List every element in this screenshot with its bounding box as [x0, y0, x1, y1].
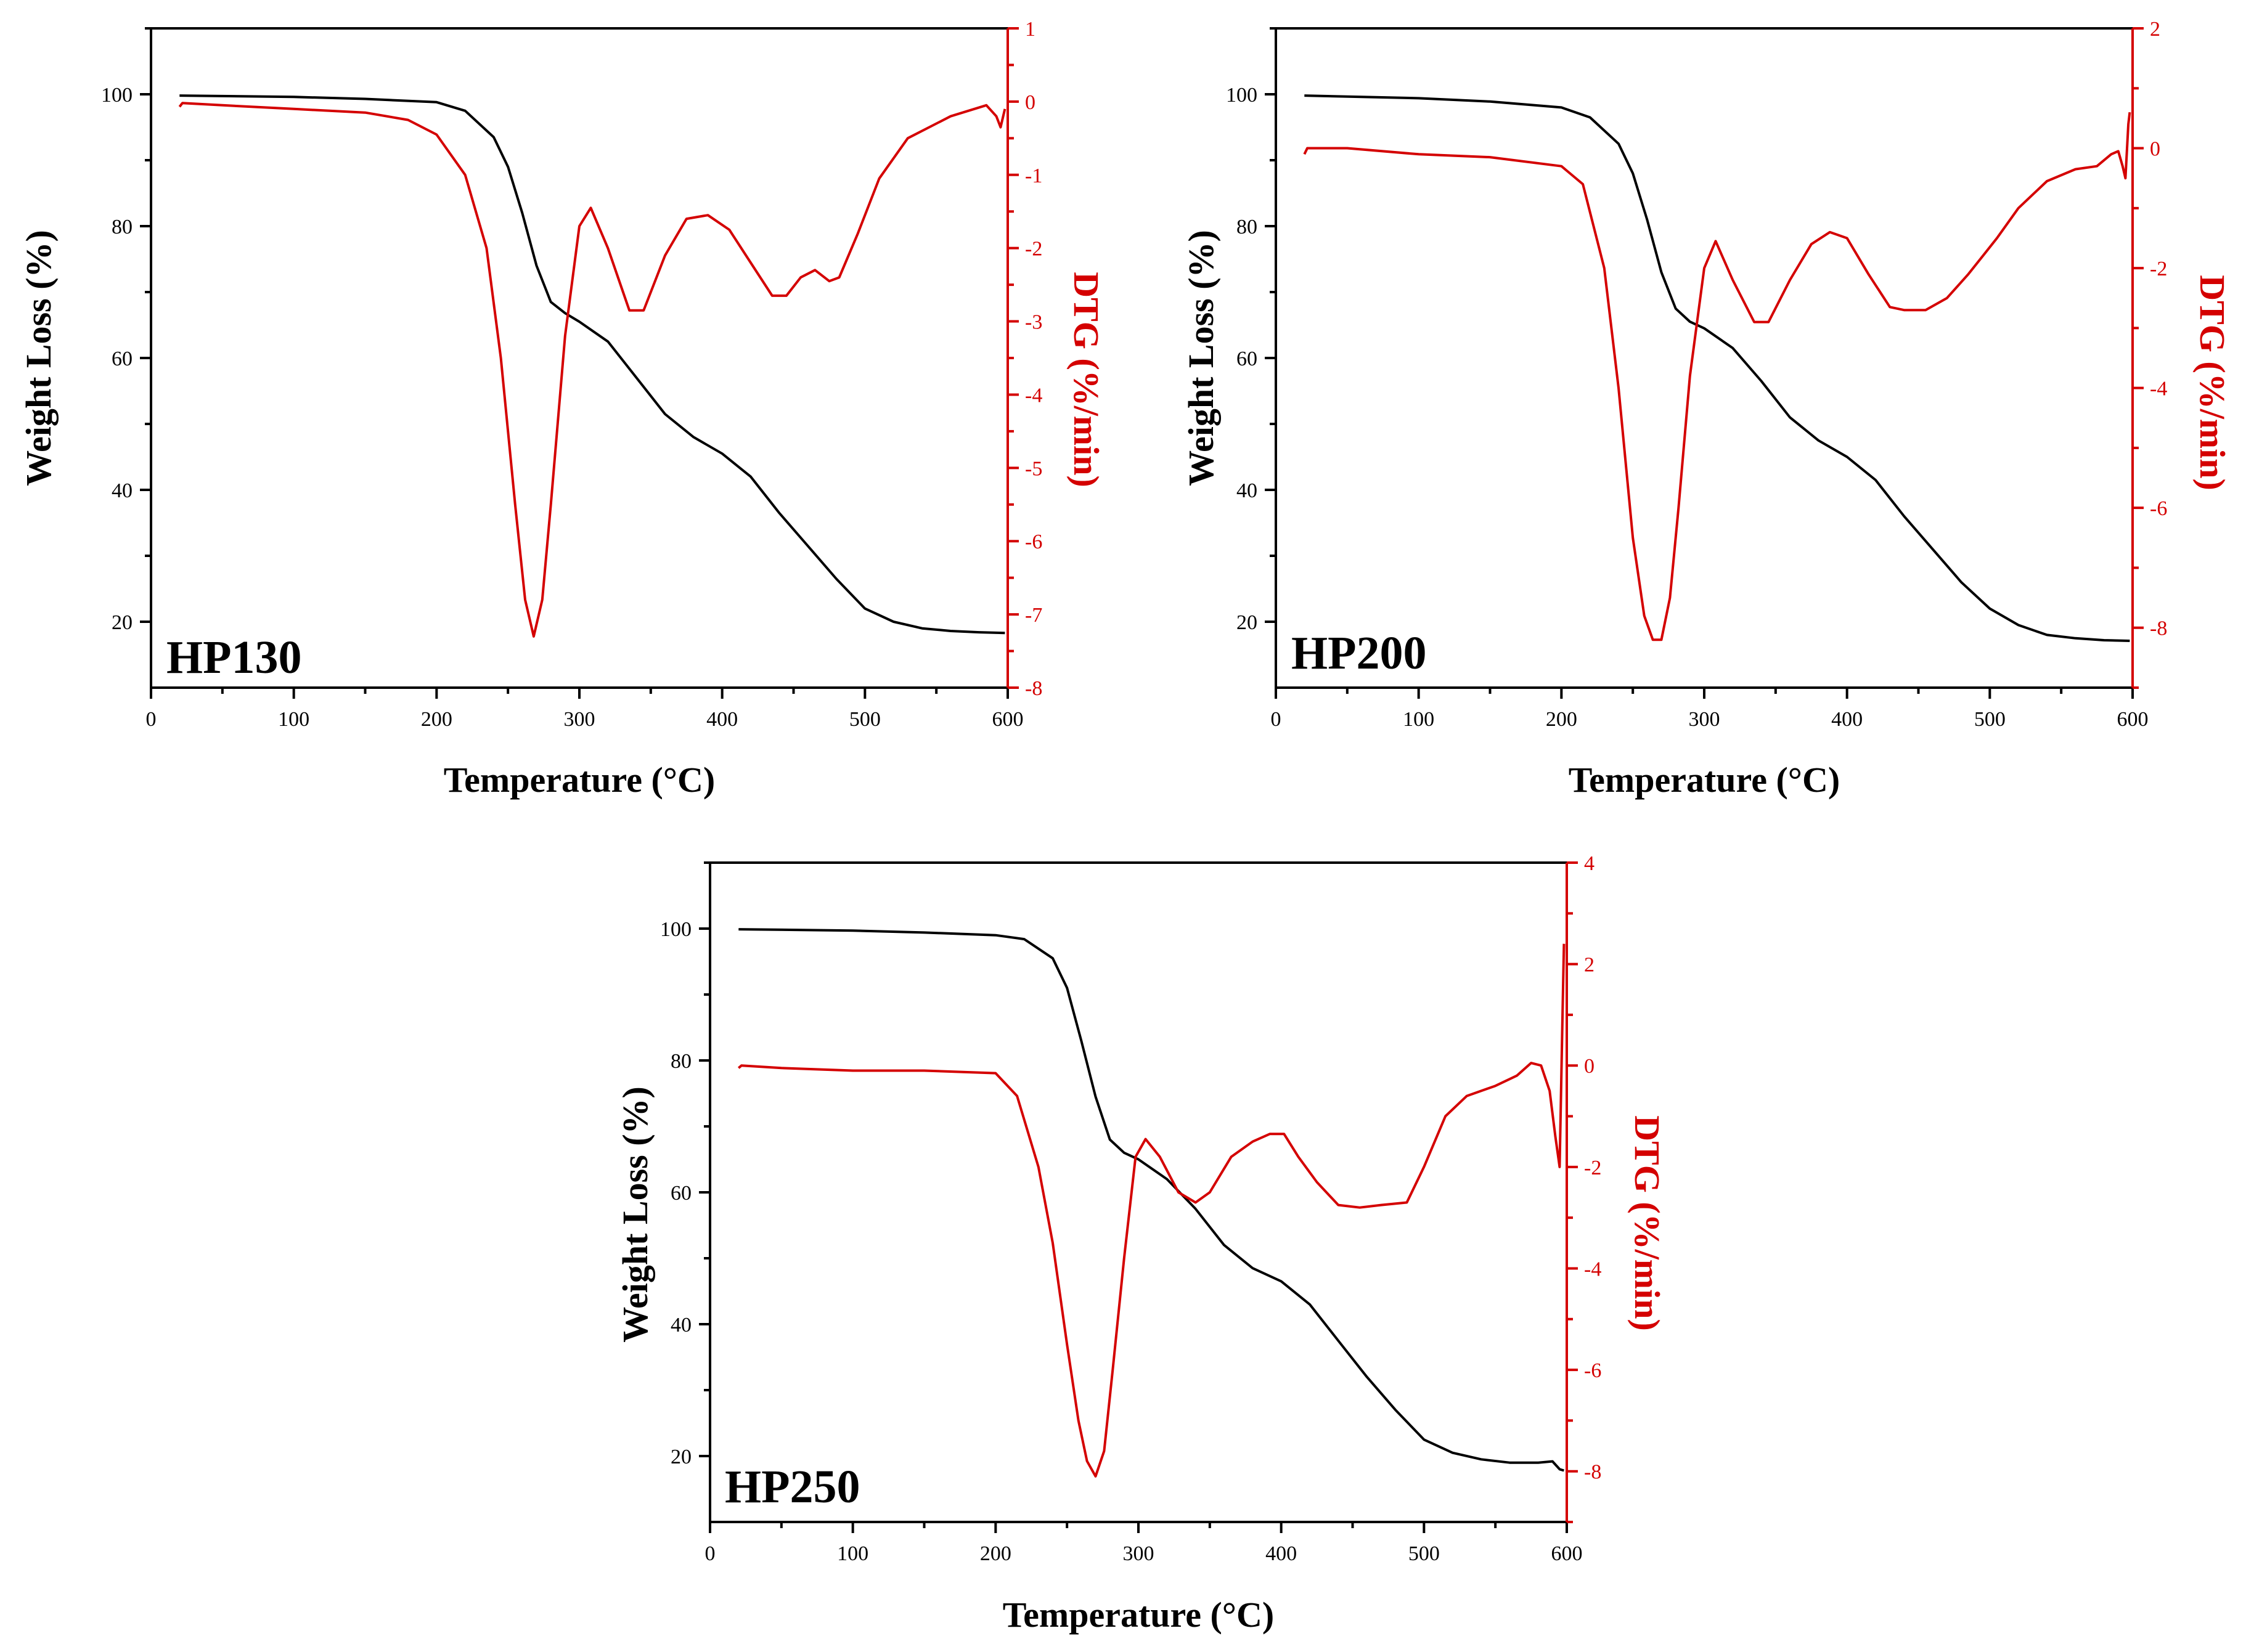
x-axis-title: Temperature (°C): [1569, 760, 1840, 800]
y2-tick-label: 0: [2150, 138, 2160, 161]
weight-loss-curve: [738, 928, 1564, 1472]
x-tick-label: 400: [706, 708, 738, 731]
chart-panel-hp200: 0 100 200 300 400 500 600 20 40 60 80 100 -8 -6 -4 -2 0 2…: [1181, 18, 2232, 800]
y2-tick-label: -6: [1025, 531, 1042, 553]
y2-tick-label: 1: [1025, 18, 1035, 41]
x-tick-label: 0: [705, 1542, 716, 1565]
y2-tick-label: -4: [1584, 1258, 1601, 1280]
y-axis-title: Weight Loss (%): [18, 230, 59, 486]
y2-tick-label: -8: [2150, 617, 2167, 640]
y2-tick-label: -2: [1025, 238, 1042, 261]
y2-axis-title: DTG (%/min): [1627, 1115, 1667, 1331]
x-tick-label: 500: [1408, 1542, 1440, 1565]
y-axis-title: Weight Loss (%): [1181, 230, 1221, 486]
y2-tick-label: -4: [2150, 378, 2167, 401]
panel-label: HP200: [1291, 627, 1427, 679]
plot-frame: [150, 27, 1009, 689]
y-tick-label: 60: [112, 348, 133, 370]
chart-panel-hp130: 0 100 200 300 400 500 600 20 40 60 80 100 -8 -7 -6 -5 -4…: [18, 18, 1106, 800]
chart-panel-hp250: 0 100 200 300 400 500 600 20 40 60 80 100 -8 -6 -4 -2 0 2…: [615, 852, 1667, 1635]
x-tick-label: 500: [849, 708, 881, 731]
x-tick-label: 100: [837, 1542, 868, 1565]
weight-loss-curve: [1304, 94, 2130, 642]
panel-label: HP250: [725, 1461, 860, 1513]
x-tick-label: 300: [1123, 1542, 1154, 1565]
x-tick-label: 600: [992, 708, 1024, 731]
y2-tick-label: -7: [1025, 604, 1042, 627]
y2-axis-title: DTG (%/min): [1066, 272, 1106, 487]
y-tick-label: 100: [101, 84, 133, 107]
x-axis-title: Temperature (°C): [444, 760, 715, 800]
y-tick-label: 80: [671, 1050, 692, 1073]
x-tick-label: 200: [1546, 708, 1577, 731]
x-tick-label: 200: [980, 1542, 1011, 1565]
x-tick-label: 100: [278, 708, 309, 731]
x-tick-label: 300: [564, 708, 595, 731]
y-tick-label: 60: [671, 1182, 692, 1205]
x-tick-label: 600: [2117, 708, 2149, 731]
plot-frame: [709, 861, 1568, 1523]
x-tick-label: 300: [1689, 708, 1720, 731]
dtg-curve: [737, 943, 1566, 1478]
x-tick-label: 600: [1551, 1542, 1583, 1565]
y-tick-label: 20: [1236, 611, 1257, 634]
y2-tick-label: 0: [1584, 1055, 1595, 1078]
x-tick-label: 400: [1831, 708, 1863, 731]
y2-tick-label: -2: [2150, 258, 2167, 280]
y-axis-title: Weight Loss (%): [615, 1086, 655, 1343]
y2-tick-label: -3: [1025, 311, 1042, 334]
dtg-curve: [178, 102, 1007, 638]
y-tick-label: 40: [1236, 479, 1257, 502]
y-tick-label: 80: [1236, 216, 1257, 238]
y-tick-label: 20: [112, 611, 133, 634]
y2-tick-label: 4: [1584, 852, 1595, 875]
y-tick-label: 100: [1226, 84, 1257, 107]
dtg-curve: [1303, 112, 2131, 641]
y2-tick-label: 2: [2150, 18, 2160, 41]
y2-tick-label: -8: [1584, 1461, 1601, 1484]
y2-tick-label: -2: [1584, 1157, 1601, 1179]
y2-tick-label: -4: [1025, 384, 1042, 407]
x-tick-label: 500: [1974, 708, 2006, 731]
y-tick-label: 80: [112, 216, 133, 238]
plot-frame: [1275, 27, 2134, 689]
x-tick-label: 200: [421, 708, 452, 731]
y-tick-label: 100: [660, 918, 692, 941]
y2-tick-label: -8: [1025, 677, 1042, 700]
x-tick-label: 400: [1265, 1542, 1297, 1565]
y2-tick-label: 0: [1025, 91, 1035, 114]
x-axis-title: Temperature (°C): [1003, 1595, 1274, 1635]
y2-tick-label: -6: [1584, 1359, 1601, 1382]
x-tick-label: 0: [1271, 708, 1281, 731]
y2-tick-label: -5: [1025, 457, 1042, 480]
y2-tick-label: -1: [1025, 165, 1042, 187]
y-tick-label: 60: [1236, 348, 1257, 370]
y2-tick-label: 2: [1584, 954, 1595, 977]
weight-loss-curve: [179, 94, 1005, 635]
y-tick-label: 40: [112, 479, 133, 502]
panel-label: HP130: [166, 632, 302, 683]
y-tick-label: 40: [671, 1314, 692, 1337]
y-tick-label: 20: [671, 1446, 692, 1468]
x-tick-label: 0: [146, 708, 157, 731]
y2-axis-title: DTG (%/min): [2192, 275, 2232, 490]
x-tick-label: 100: [1403, 708, 1434, 731]
y2-tick-label: -6: [2150, 497, 2167, 520]
